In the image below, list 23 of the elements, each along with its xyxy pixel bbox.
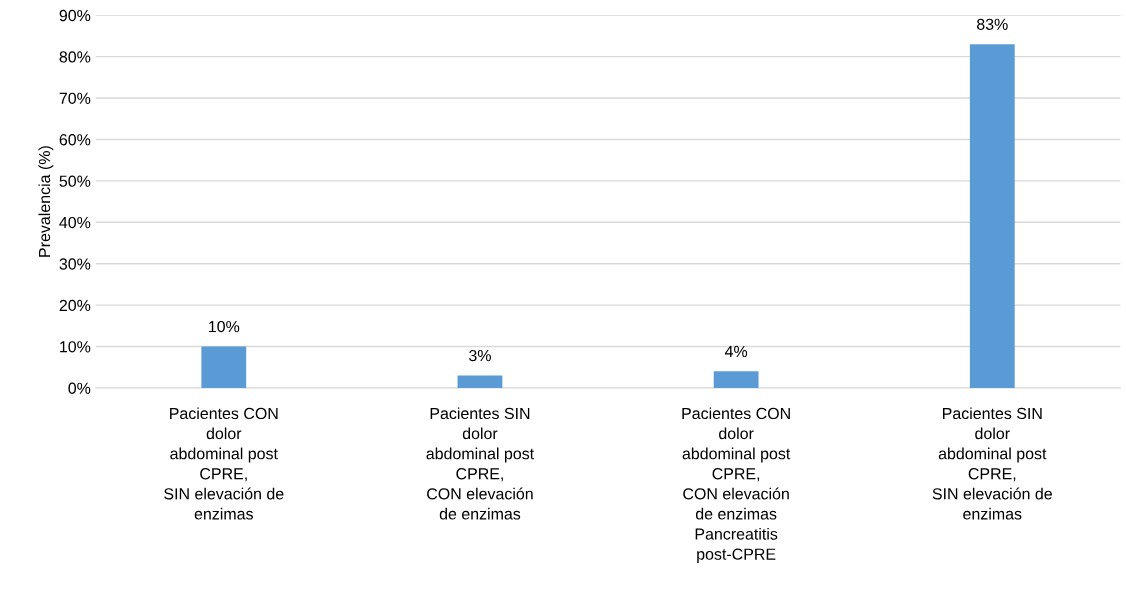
data-label: 83% [977, 18, 1008, 30]
y-tick-label: 30% [59, 258, 91, 270]
x-tick-label: Pacientes CON dolor abdominal post CPRE, CON elevación de enzimas Pancreatitis post-CPRE [682, 407, 791, 563]
bar [201, 346, 247, 388]
y-tick-label: 90% [59, 9, 91, 22]
y-tick-label: 50% [59, 175, 91, 187]
bar [969, 44, 1015, 388]
y-tick-label: 10% [60, 341, 91, 353]
bar [713, 371, 759, 388]
x-tick-label: Pacientes SIN dolor abdominal post CPRE, SIN elevación de enzimas [932, 407, 1052, 520]
data-label: 3% [469, 349, 491, 362]
y-tick-label: 0% [68, 382, 91, 394]
data-label: 10% [209, 320, 240, 333]
x-tick-label: Pacientes SIN dolor abdominal post CPRE, CON elevación de enzimas [426, 407, 535, 520]
y-tick-label: 40% [59, 216, 91, 229]
bar [457, 375, 503, 388]
y-tick-label: 60% [59, 134, 91, 146]
y-tick-label: 70% [59, 92, 91, 104]
data-label: 4% [724, 345, 748, 358]
x-tick-label: Pacientes CON dolor abdominal post CPRE, SIN elevación de enzimas [164, 407, 284, 520]
y-axis-title: Prevalencia (%) [38, 146, 54, 257]
y-tick-label: 80% [59, 51, 91, 63]
y-tick-label: 20% [59, 299, 91, 312]
